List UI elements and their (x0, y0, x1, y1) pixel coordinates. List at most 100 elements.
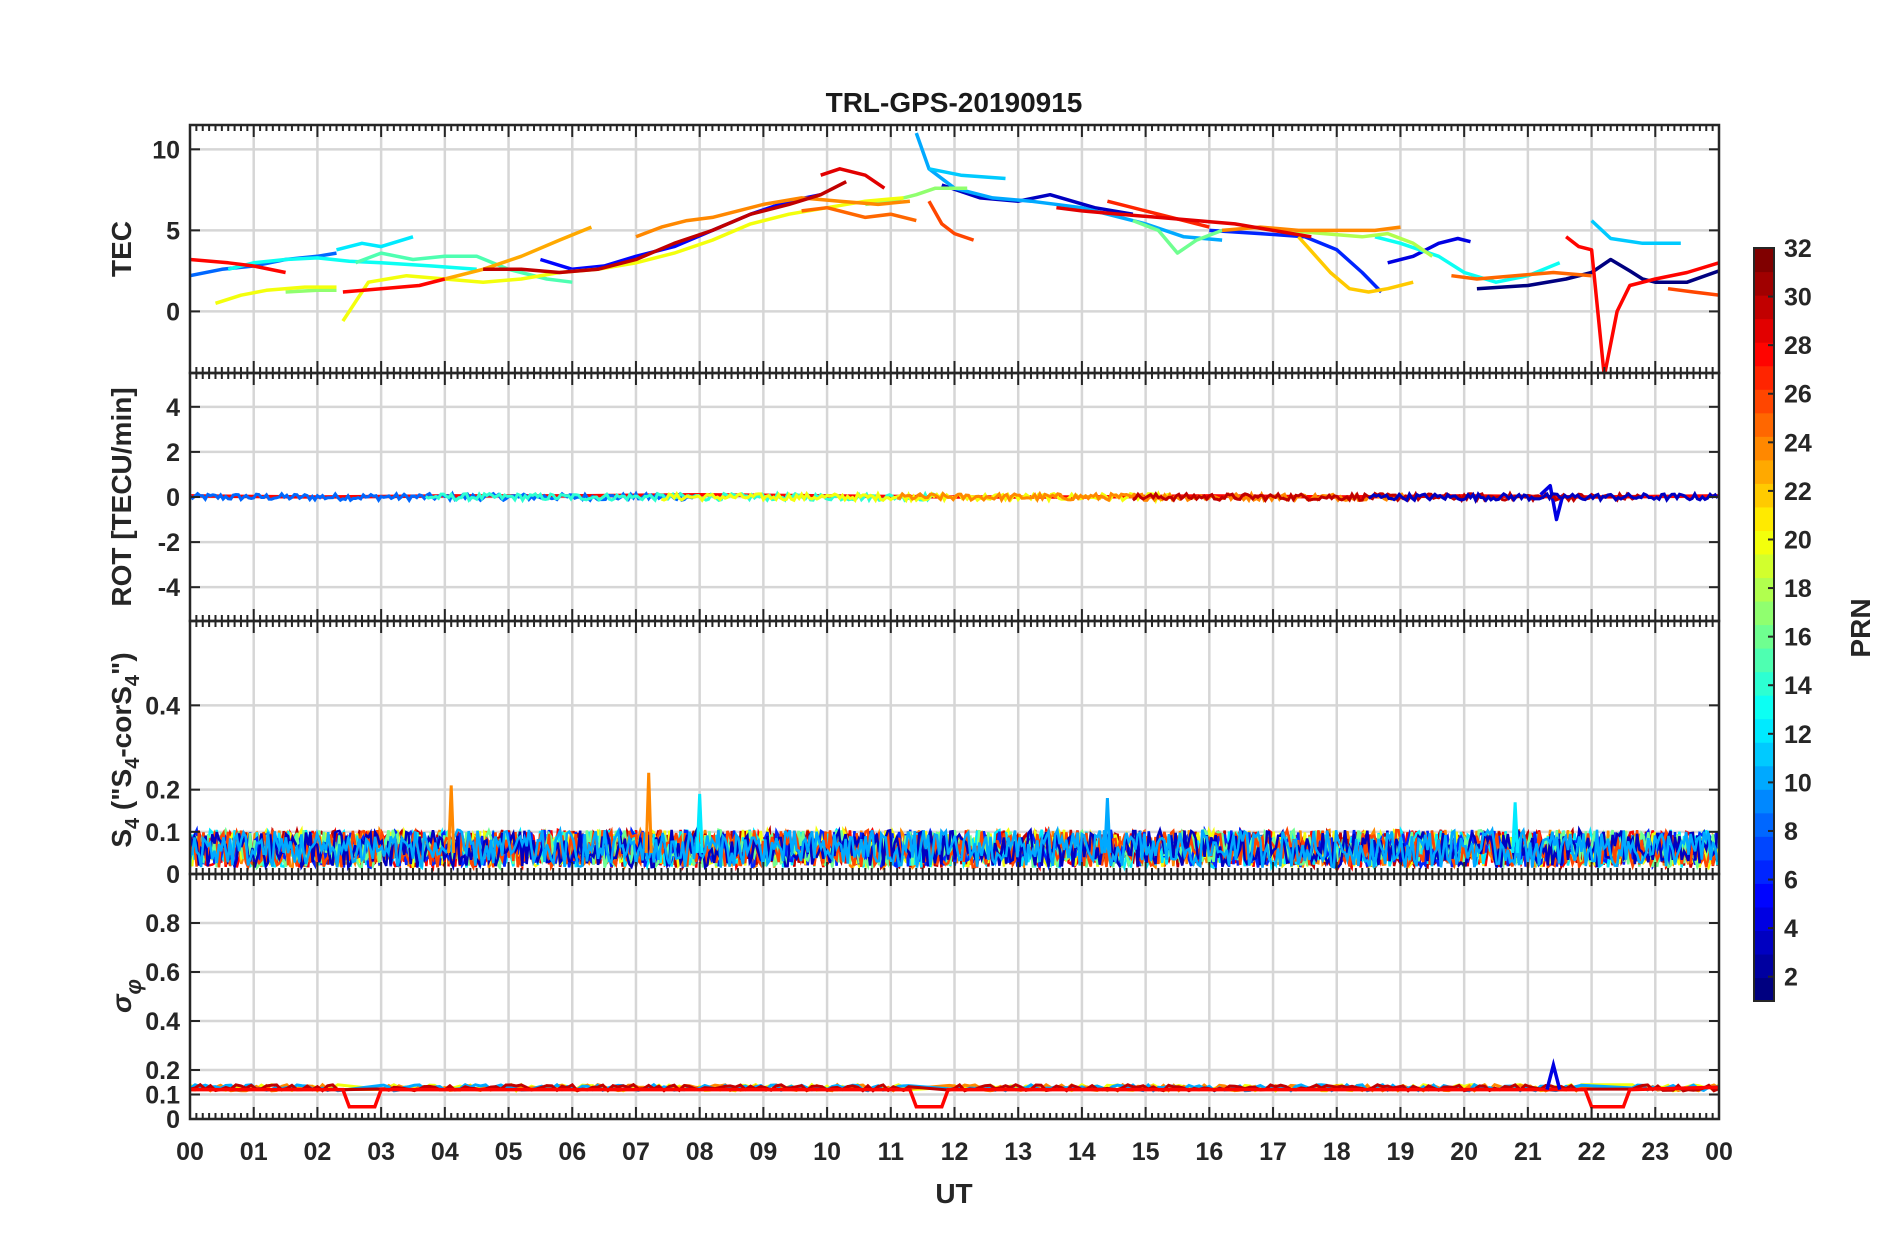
series-noise-prn-3 (1367, 490, 1719, 504)
x-tick-label: 09 (749, 1138, 777, 1166)
y-tick-label: 0.2 (145, 1057, 180, 1085)
colorbar-tick-label: 16 (1784, 624, 1812, 652)
y-tick-label: 0 (166, 298, 180, 326)
y-axis-title-tec: TEC (106, 221, 137, 277)
y-tick-label: 0 (166, 1106, 180, 1134)
series-prn-16 (1132, 218, 1223, 255)
y-axis-title-sigma: σφ (106, 979, 146, 1013)
x-tick-label: 14 (1068, 1138, 1096, 1166)
y-tick-label: 0.6 (145, 959, 180, 987)
series-prn-26 (1667, 286, 1719, 297)
colorbar-segment (1754, 718, 1774, 743)
y-tick-label: 0.1 (145, 1082, 180, 1110)
colorbar-segment (1754, 459, 1774, 484)
chart-title: TRL-GPS-20190915 (826, 87, 1083, 118)
x-tick-label: 03 (367, 1138, 395, 1166)
x-tick-label: 20 (1450, 1138, 1478, 1166)
series-prn-28 (342, 277, 446, 294)
series-prn-22 (1297, 235, 1414, 294)
colorbar-segment (1754, 883, 1774, 908)
colorbar-segment (1754, 836, 1774, 861)
panel-tec-plot (190, 132, 1719, 373)
colorbar-segment (1754, 553, 1774, 579)
colorbar-segment (1754, 765, 1774, 790)
series-prn-12 (336, 235, 414, 252)
colorbar-segment (1754, 577, 1774, 602)
y-tick-label: 0.4 (145, 1008, 180, 1036)
series-prn-26 (927, 200, 975, 242)
colorbar-tick-label: 2 (1784, 964, 1798, 992)
colorbar-segment (1754, 742, 1774, 767)
y-tick-label: 0.2 (145, 777, 180, 805)
x-tick-label: 04 (431, 1138, 459, 1166)
colorbar-segment (1754, 483, 1774, 508)
x-tick-label: 02 (304, 1138, 332, 1166)
x-tick-label: 05 (495, 1138, 523, 1166)
y-tick-label: 0.8 (145, 910, 180, 938)
colorbar-segment (1754, 412, 1774, 437)
s4-peak (1511, 802, 1520, 853)
colorbar-segment (1754, 648, 1774, 673)
x-tick-label: 19 (1387, 1138, 1415, 1166)
colorbar-title: PRN (1845, 598, 1876, 657)
colorbar-segment (1754, 624, 1774, 649)
y-axis-title-rot: ROT [TECU/min] (106, 387, 137, 606)
colorbar-segment (1754, 600, 1774, 626)
x-tick-label: 00 (1705, 1138, 1733, 1166)
series-prn-25 (1451, 270, 1592, 281)
series-noise-prn-30 (1132, 490, 1643, 504)
series-prn-25 (801, 205, 917, 223)
colorbar-segment (1754, 953, 1774, 979)
y-tick-label: 0.4 (145, 692, 180, 720)
series-prn-17 (865, 186, 968, 207)
colorbar-segment (1754, 695, 1774, 720)
colorbar-segment (1754, 365, 1774, 390)
y-tick-label: 4 (166, 394, 180, 422)
y-tick-label: -4 (158, 574, 180, 602)
colorbar-segment (1754, 389, 1774, 414)
series-prn-20 (214, 285, 337, 305)
colorbar-segment (1754, 506, 1774, 531)
colorbar-tick-label: 6 (1784, 867, 1798, 895)
s4-peak (644, 772, 653, 853)
y-axis-title-s4: S4 ("S4-corS4") (106, 652, 144, 847)
colorbar-tick-label: 32 (1784, 235, 1812, 263)
colorbar-tick-label: 8 (1784, 818, 1798, 846)
colorbar-tick-label: 28 (1784, 332, 1812, 360)
series-prn-30 (483, 180, 847, 275)
colorbar-segment (1754, 906, 1774, 932)
colorbar-tick-label: 12 (1784, 721, 1812, 749)
series-prn-6 (1209, 228, 1383, 294)
series-prn-4 (1387, 236, 1471, 265)
panel-s4-plot (190, 772, 1719, 872)
colorbar-tick-label: 30 (1784, 284, 1812, 312)
series-prn-1 (1476, 257, 1719, 291)
colorbar-tick-label: 26 (1784, 381, 1812, 409)
series-prn-28 (1565, 235, 1719, 373)
colorbar-segment (1754, 859, 1774, 884)
x-tick-label: 10 (813, 1138, 841, 1166)
colorbar-segment (1754, 318, 1774, 343)
y-tick-label: 0.1 (145, 819, 180, 847)
series-prn-27 (1106, 199, 1210, 229)
series-prn-3 (941, 183, 1134, 216)
colorbar-tick-label: 22 (1784, 478, 1812, 506)
panel-rot-plot (190, 483, 1719, 522)
colorbar-segment (1754, 789, 1774, 814)
colorbar-segment (1754, 671, 1774, 696)
series-prn-29 (820, 167, 886, 190)
colorbar-segment (1754, 295, 1774, 320)
colorbar-segment (1754, 812, 1774, 837)
x-tick-label: 21 (1514, 1138, 1542, 1166)
x-tick-label: 12 (941, 1138, 969, 1166)
s4-series-prn-10 (190, 825, 1719, 869)
series-prn-11 (1590, 219, 1681, 246)
x-tick-label: 18 (1323, 1138, 1351, 1166)
panel-sigma_phi-plot (190, 1058, 1719, 1109)
y-tick-label: 2 (166, 439, 180, 467)
colorbar-tick-label: 14 (1784, 672, 1812, 700)
s4-series-prn-3 (190, 825, 1719, 872)
x-tick-label: 13 (1004, 1138, 1032, 1166)
colorbar-segment (1754, 930, 1774, 955)
